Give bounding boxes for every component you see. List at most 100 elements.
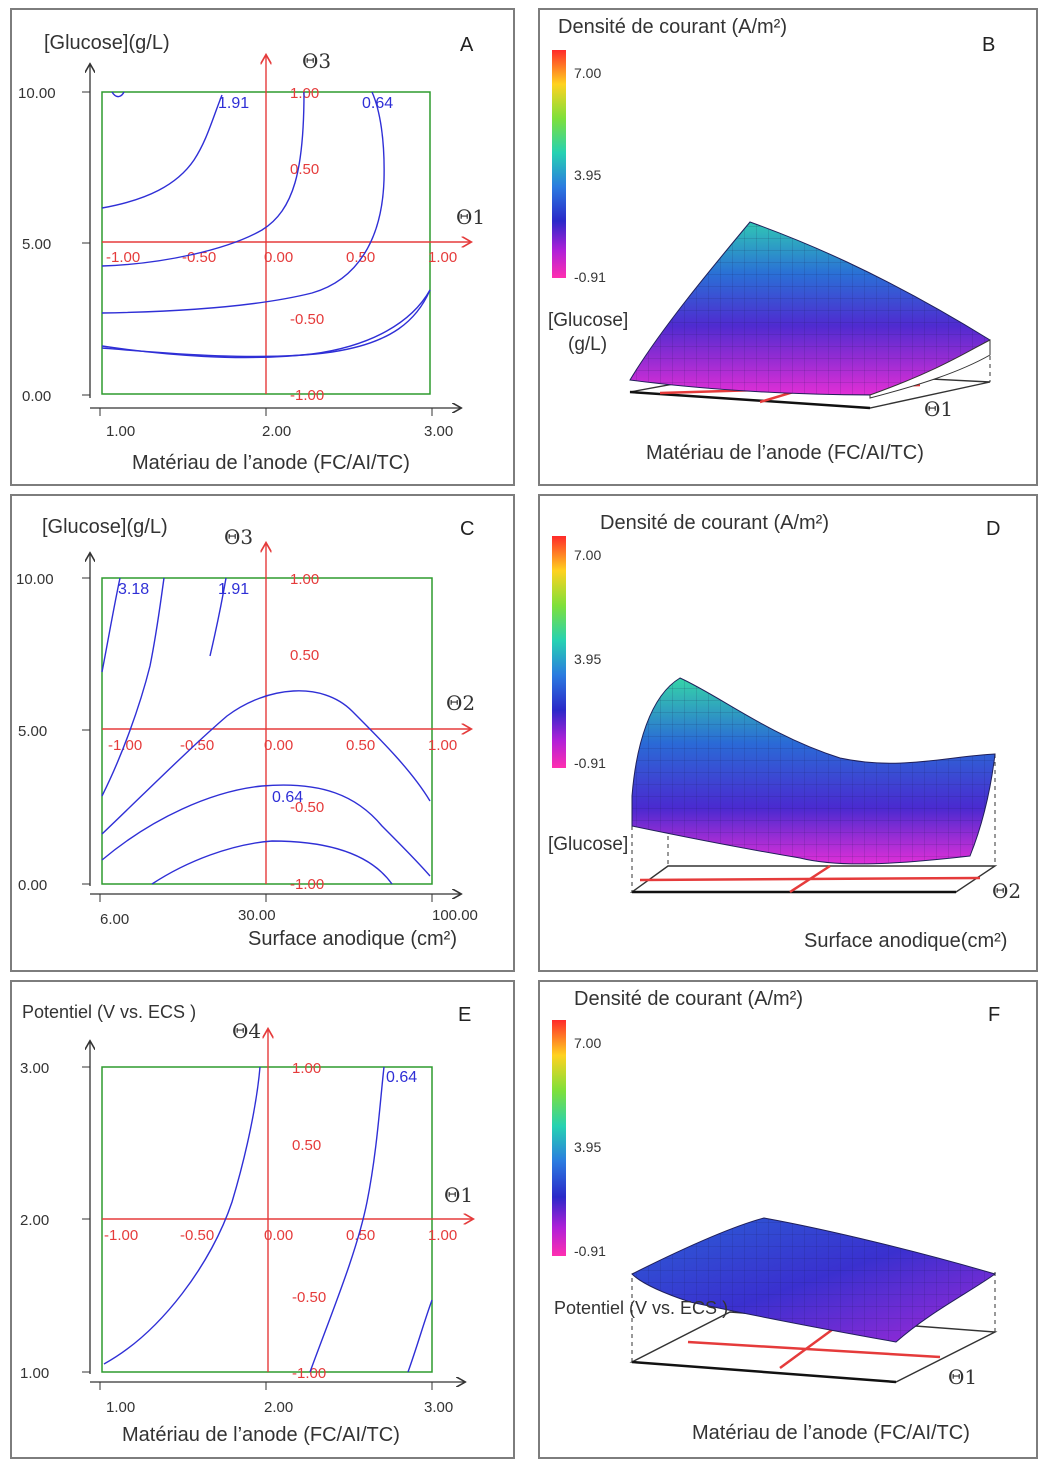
colorbar-tick: 3.95 bbox=[574, 651, 601, 667]
panel-e-letter: E bbox=[458, 1004, 472, 1026]
x-tick-label: 6.00 bbox=[100, 911, 129, 928]
panel-e: Potentiel (V vs. ECS ) E 3.00 2.00 1.00 … bbox=[10, 980, 515, 1459]
coded-x-label: 0.50 bbox=[346, 737, 375, 754]
coded-x-label: 1.00 bbox=[428, 1227, 457, 1244]
y-tick-label: 1.00 bbox=[20, 1365, 49, 1382]
theta-y: Θ4 bbox=[232, 1019, 261, 1043]
colorbar-tick: 7.00 bbox=[574, 547, 601, 563]
panel-d-letter: D bbox=[986, 518, 1001, 540]
colorbar-tick: 3.95 bbox=[574, 167, 601, 183]
coded-y-label: 1.00 bbox=[292, 1060, 321, 1077]
panel-c-xlabel: Surface anodique (cm²) bbox=[248, 928, 457, 950]
panel-a-letter: A bbox=[460, 34, 474, 56]
y-tick-label: 2.00 bbox=[20, 1212, 49, 1229]
panel-b: Densité de courant (A/m²) B bbox=[538, 8, 1038, 486]
panel-f-letter: F bbox=[988, 1004, 1001, 1026]
colorbar-tick: 7.00 bbox=[574, 1035, 601, 1051]
coded-x-label: 1.00 bbox=[428, 249, 457, 266]
coded-y-label: -1.00 bbox=[290, 876, 324, 893]
panel-c-letter: C bbox=[460, 518, 475, 540]
y-tick-label: 10.00 bbox=[18, 85, 56, 102]
coded-y-label: -0.50 bbox=[290, 799, 324, 816]
x-tick-label: 2.00 bbox=[262, 423, 291, 440]
contour-label: 3.18 bbox=[118, 581, 149, 598]
x-tick-label: 2.00 bbox=[264, 1399, 293, 1416]
x-tick-label: 3.00 bbox=[424, 1399, 453, 1416]
colorbar-tick: -0.91 bbox=[574, 1243, 606, 1259]
surface-d-axis-label: [Glucose] bbox=[548, 834, 629, 855]
contour-plot-e: 3.00 2.00 1.00 1.00 2.00 3.00 Θ1 Θ4 -1.0… bbox=[20, 1019, 515, 1416]
coded-x-label: -0.50 bbox=[180, 1227, 214, 1244]
contour-label: 0.64 bbox=[362, 95, 393, 112]
contour-lines bbox=[101, 91, 431, 359]
theta-x: Θ1 bbox=[924, 397, 953, 421]
panel-c: [Glucose](g/L) C 10.00 5.00 0.00 6.00 30… bbox=[10, 494, 515, 972]
coded-x-label: 0.00 bbox=[264, 249, 293, 266]
colorbar-tick: 3.95 bbox=[574, 1139, 601, 1155]
panel-e-ylabel: Potentiel (V vs. ECS ) bbox=[22, 1002, 197, 1022]
panel-f-xlabel: Matériau de l’anode (FC/AI/TC) bbox=[692, 1422, 970, 1444]
surface-plot-d: 7.00 3.95 -0.91 Θ2 bbox=[552, 536, 1021, 903]
coded-y-label: -1.00 bbox=[292, 1365, 326, 1382]
coded-y-label: 1.00 bbox=[290, 571, 319, 588]
panel-d-title: Densité de courant (A/m²) bbox=[600, 512, 829, 534]
theta-y: Θ3 bbox=[302, 49, 331, 73]
panel-d-xlabel: Surface anodique(cm²) bbox=[804, 930, 1008, 952]
y-tick-label: 5.00 bbox=[18, 723, 47, 740]
surface-f-axis-label: Potentiel (V vs. ECS ) bbox=[554, 1298, 729, 1318]
design-box bbox=[101, 577, 433, 885]
surface-plot-b: 7.00 3.95 -0.91 Θ1 bbox=[552, 50, 991, 421]
y-tick-label: 0.00 bbox=[18, 877, 47, 894]
panel-a: [Glucose](g/L) A 10.00 5.00 0.00 1.00 2.… bbox=[10, 8, 515, 486]
contour-label: 0.64 bbox=[272, 789, 303, 806]
coded-y-label: 0.50 bbox=[290, 161, 319, 178]
x-tick-label: 100.00 bbox=[432, 907, 478, 924]
coded-y-label: 0.50 bbox=[292, 1137, 321, 1154]
contour-label: 0.64 bbox=[386, 1069, 417, 1086]
coded-x-label: 1.00 bbox=[428, 737, 457, 754]
coded-y-label: -0.50 bbox=[292, 1289, 326, 1306]
panel-b-xlabel: Matériau de l’anode (FC/AI/TC) bbox=[646, 442, 924, 464]
theta-x: Θ1 bbox=[948, 1365, 977, 1389]
coded-x-label: -0.50 bbox=[180, 737, 214, 754]
theta-x: Θ2 bbox=[992, 879, 1021, 903]
panel-a-ylabel: [Glucose](g/L) bbox=[44, 32, 170, 54]
coded-y-label: 0.50 bbox=[290, 647, 319, 664]
panel-e-xlabel: Matériau de l’anode (FC/AI/TC) bbox=[122, 1424, 400, 1446]
panel-d: Densité de courant (A/m²) D 7.00 3.95 -0… bbox=[538, 494, 1038, 972]
coded-x-label: 0.00 bbox=[264, 737, 293, 754]
colorbar bbox=[552, 50, 566, 278]
panel-b-letter: B bbox=[982, 34, 996, 56]
contour-label: 1.91 bbox=[218, 581, 249, 598]
colorbar-tick: -0.91 bbox=[574, 755, 606, 771]
coded-x-label: 0.50 bbox=[346, 249, 375, 266]
theta-x: Θ1 bbox=[456, 205, 485, 229]
contour-plot-c: 10.00 5.00 0.00 6.00 30.00 100.00 Θ2 Θ3 … bbox=[16, 525, 478, 928]
coded-y-label: -0.50 bbox=[290, 311, 324, 328]
colorbar-tick: -0.91 bbox=[574, 269, 606, 285]
coded-x-label: 0.00 bbox=[264, 1227, 293, 1244]
surface-plot-f: 7.00 3.95 -0.91 Θ1 bbox=[552, 1020, 998, 1389]
colorbar bbox=[552, 536, 566, 768]
coded-x-label: -1.00 bbox=[104, 1227, 138, 1244]
y-tick-label: 10.00 bbox=[16, 571, 54, 588]
coded-x-label: -1.00 bbox=[106, 249, 140, 266]
x-tick-label: 30.00 bbox=[238, 907, 276, 924]
contour-lines bbox=[103, 1066, 433, 1373]
panel-c-ylabel: [Glucose](g/L) bbox=[42, 516, 168, 538]
theta-y: Θ3 bbox=[224, 525, 253, 549]
contour-lines bbox=[101, 577, 431, 885]
panel-b-title: Densité de courant (A/m²) bbox=[558, 16, 787, 38]
x-tick-label: 1.00 bbox=[106, 423, 135, 440]
coded-x-label: -1.00 bbox=[108, 737, 142, 754]
y-tick-label: 5.00 bbox=[22, 236, 51, 253]
panel-f-title: Densité de courant (A/m²) bbox=[574, 988, 803, 1010]
x-tick-label: 1.00 bbox=[106, 1399, 135, 1416]
contour-plot-a: 10.00 5.00 0.00 1.00 2.00 3.00 Θ1 Θ3 -1.… bbox=[18, 49, 485, 440]
panel-f: Densité de courant (A/m²) F 7.00 3.95 -0… bbox=[538, 980, 1038, 1459]
surface-b-axis-label-1: [Glucose] bbox=[548, 310, 629, 331]
coded-x-label: 0.50 bbox=[346, 1227, 375, 1244]
y-tick-label: 3.00 bbox=[20, 1060, 49, 1077]
theta-x: Θ2 bbox=[446, 691, 475, 715]
contour-label: 1.91 bbox=[218, 95, 249, 112]
